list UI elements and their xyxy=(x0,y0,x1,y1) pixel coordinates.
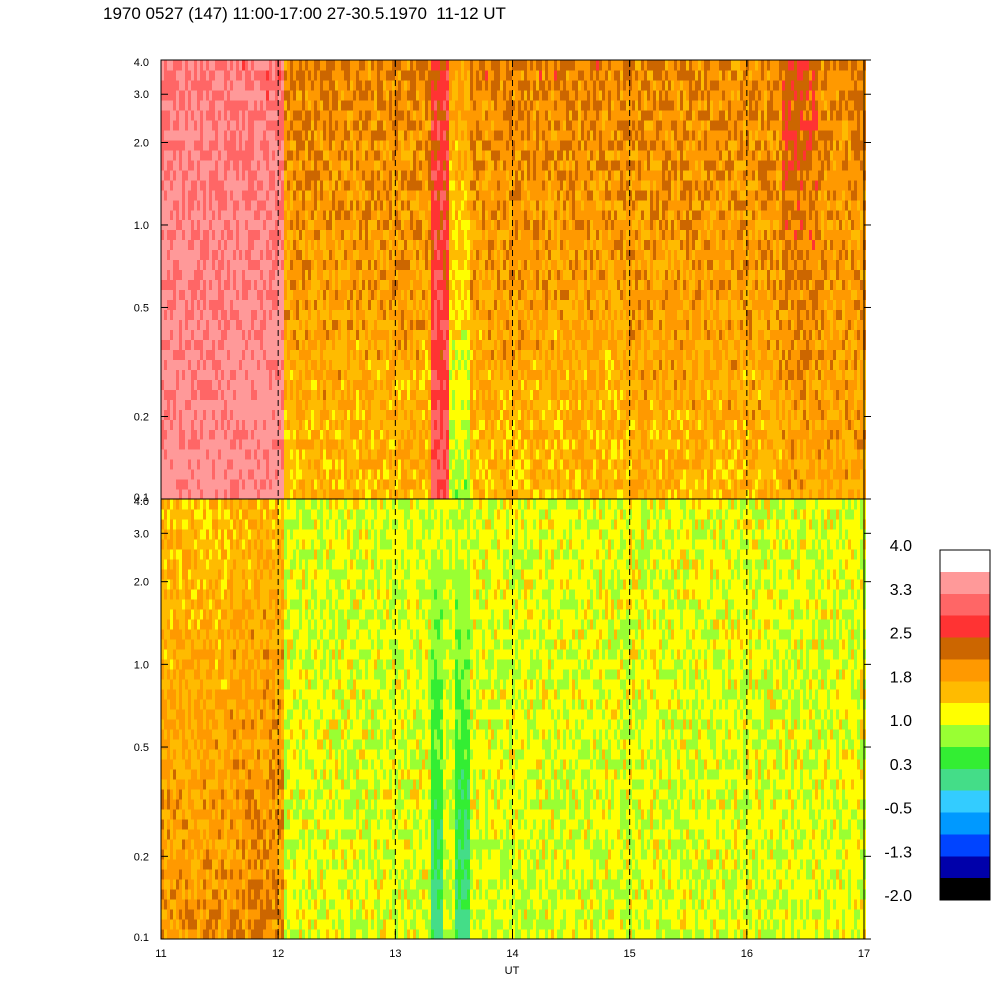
x-tick-label: 17 xyxy=(858,948,870,960)
colorbar-swatch xyxy=(940,703,990,725)
x-tick-label: 16 xyxy=(741,948,753,960)
colorbar-swatch xyxy=(940,813,990,835)
spectrogram-panel-1 xyxy=(161,60,866,500)
y-tick-label: 1.0 xyxy=(134,659,149,671)
x-tick-label: 13 xyxy=(389,948,401,960)
x-tick-label: 12 xyxy=(272,948,284,960)
colorbar-label: 0.3 xyxy=(890,757,912,774)
colorbar-swatch xyxy=(940,681,990,703)
y-tick-label: 4.0 xyxy=(134,496,149,508)
y-tick-label: 0.1 xyxy=(134,932,149,944)
y-tick-label: 0.2 xyxy=(134,412,149,424)
colorbar-swatch xyxy=(940,638,990,660)
x-tick-label: 11 xyxy=(155,948,166,960)
colorbar-label: -2.0 xyxy=(884,888,912,905)
x-tick-label: 14 xyxy=(506,948,518,960)
y-tick-label: 2.0 xyxy=(134,137,149,149)
y-tick-label: 3.0 xyxy=(134,89,149,101)
y-tick-label: 0.5 xyxy=(134,302,149,314)
colorbar-swatch xyxy=(940,594,990,616)
colorbar-swatch xyxy=(940,747,990,769)
colorbar-label: 4.0 xyxy=(890,538,912,555)
x-tick-label: 15 xyxy=(624,948,636,960)
colorbar-swatch xyxy=(940,659,990,681)
colorbar-swatch xyxy=(940,856,990,878)
y-tick-label: 2.0 xyxy=(134,577,149,589)
colorbar-swatch xyxy=(940,834,990,856)
colorbar-swatch xyxy=(940,769,990,791)
y-tick-label: 4.0 xyxy=(134,57,149,69)
y-tick-label: 3.0 xyxy=(134,528,149,540)
spectrogram-panel-2 xyxy=(161,499,866,940)
colorbar-label: 1.0 xyxy=(890,713,912,730)
colorbar-label: 1.8 xyxy=(890,669,912,686)
x-axis-label: UT xyxy=(505,965,520,977)
colorbar-swatch xyxy=(940,616,990,638)
colorbar-label: -1.3 xyxy=(884,844,912,861)
colorbar-swatch xyxy=(940,878,990,900)
colorbar-label: 2.5 xyxy=(890,626,912,643)
colorbar-label: 3.3 xyxy=(890,582,912,599)
y-tick-label: 0.5 xyxy=(134,742,149,754)
colorbar-swatch xyxy=(940,572,990,594)
y-tick-label: 1.0 xyxy=(134,220,149,232)
colorbar-label: -0.5 xyxy=(884,801,912,818)
colorbar-swatch xyxy=(940,791,990,813)
colorbar: 4.0 3.3 2.5 1.8 1.0 0.3 -0.5 -1.3 -2.0 xyxy=(884,538,990,905)
colorbar-swatch xyxy=(940,725,990,747)
y-tick-label: 0.2 xyxy=(134,851,149,863)
colorbar-swatch xyxy=(940,550,990,572)
